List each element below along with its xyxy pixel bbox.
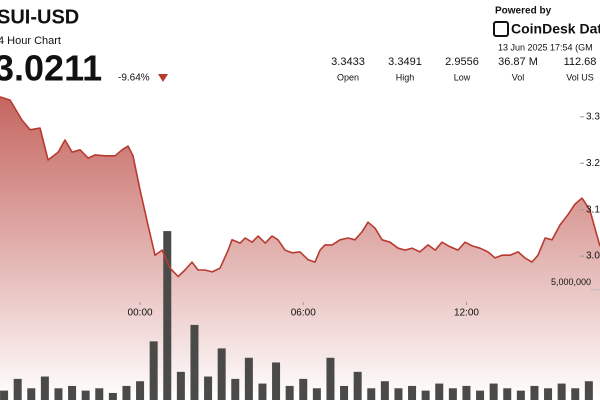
volume-bar [285, 385, 294, 400]
stat-value: 36.87 M [498, 56, 538, 68]
price-line [0, 96, 600, 278]
volume-bar [557, 383, 566, 400]
plot-area [0, 96, 600, 400]
volume-bar [584, 381, 593, 400]
volume-bar [244, 357, 253, 400]
y-tick-label: 3.2 [586, 158, 600, 169]
volume-bar [68, 385, 77, 400]
volume-bar [448, 388, 457, 400]
volume-bar [503, 388, 512, 400]
x-tick-label: 00:00 [128, 308, 153, 319]
volume-bar [435, 383, 444, 400]
volume-bar [0, 390, 9, 400]
volume-bar [108, 392, 117, 400]
volume-bar [299, 378, 308, 400]
volume-bar [326, 357, 335, 400]
volume-bar [190, 324, 199, 400]
volume-bar [476, 390, 485, 400]
volume-bar [217, 348, 226, 400]
volume-bar [312, 388, 321, 400]
volume-bar [81, 390, 90, 400]
stat-value: 3.3491 [388, 56, 422, 68]
logo [493, 21, 509, 37]
y-tick-label: 3.0 [586, 251, 600, 262]
volume-bar [54, 388, 63, 400]
stat-label: Low [454, 72, 471, 82]
volume-bar [149, 341, 158, 400]
volume-bar [544, 388, 553, 400]
volume-bar [380, 381, 389, 400]
powered-by: Powered by [495, 6, 552, 17]
y2-tick-label: 5,000,000 [551, 277, 591, 287]
area-fill [0, 96, 600, 400]
volume-bar [176, 371, 185, 400]
stats: 3.3433 Open 3.3491 High 2.9556 Low 36.87 M Vol 1… [331, 56, 596, 82]
volume-bar [95, 388, 104, 400]
symbol: SUI-USD [0, 6, 79, 28]
volume-bar [13, 378, 22, 400]
volume-bar [462, 385, 471, 400]
volume-bar [163, 231, 172, 400]
volume-bar [272, 362, 281, 400]
volume-bar [340, 385, 349, 400]
y-tick-label: 3.1 [586, 204, 600, 215]
stat-label: Vol US [566, 72, 594, 82]
volume-bar [204, 376, 213, 400]
y-tick-label: 3.3 [586, 111, 600, 122]
volume-bar [421, 390, 430, 400]
volume-bar [571, 388, 580, 400]
volume-bar [394, 388, 403, 400]
stat-value: 2.9556 [445, 56, 479, 68]
price: 3.0211 [0, 48, 102, 89]
stat-label: High [396, 72, 415, 82]
stat-label: Vol [512, 72, 525, 82]
brand: CoinDesk Dat [511, 21, 600, 37]
volume-bar [489, 383, 498, 400]
x-tick-label: 06:00 [291, 308, 316, 319]
stat-value: 3.3433 [331, 56, 365, 68]
change: -9.64% [118, 73, 150, 84]
down-arrow [158, 74, 168, 82]
volume-bar [408, 385, 417, 400]
stat-value: 112.68 [564, 56, 597, 68]
subtitle: 4 Hour Chart [0, 35, 61, 47]
volume-bar [27, 388, 36, 400]
x-tick-label: 12:00 [454, 308, 479, 319]
volume-bar [516, 390, 525, 400]
volume-bar [367, 388, 376, 400]
volume-bar [353, 371, 362, 400]
timestamp: 13 Jun 2025 17:54 (GM [498, 42, 593, 52]
volume-bar [122, 385, 131, 400]
volume-bar [136, 381, 145, 400]
stat-label: Open [337, 72, 359, 82]
volume-bar [40, 376, 49, 400]
volume-bar [231, 378, 240, 400]
volume-bar [530, 385, 539, 400]
volume-bar [258, 383, 267, 400]
